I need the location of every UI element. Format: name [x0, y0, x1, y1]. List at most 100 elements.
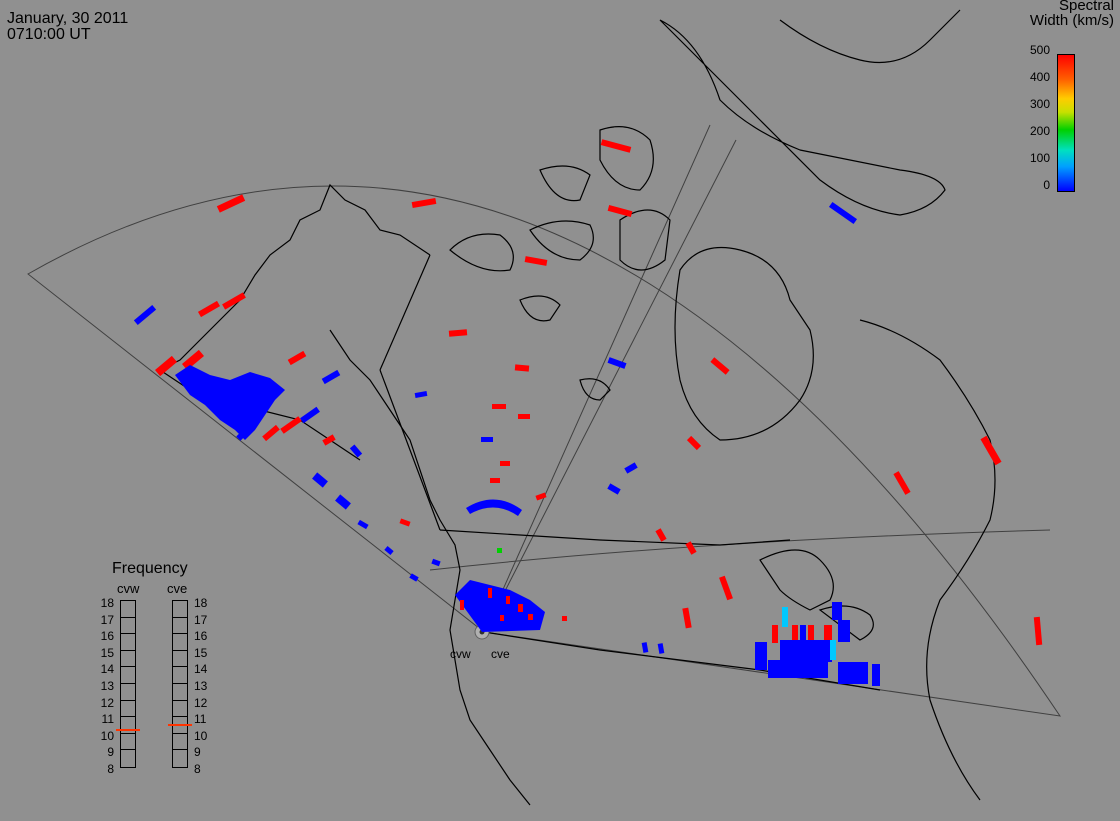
data-cell-cluster: [175, 365, 285, 440]
data-cell: [312, 472, 328, 488]
colorbar: [1057, 54, 1075, 192]
data-cell: [824, 625, 832, 643]
data-cell: [832, 602, 842, 620]
frequency-title: Frequency: [112, 560, 188, 577]
frequency-marker-cve: [168, 723, 192, 726]
frequency-scale-label: 12: [100, 695, 114, 710]
coastlines: [159, 9, 996, 806]
data-cell: [335, 494, 351, 510]
frequency-scale-label: 12: [194, 695, 208, 710]
frequency-scale-label: 17: [194, 612, 208, 627]
site-label-cve: cve: [491, 647, 510, 661]
date-label: January, 30 2011: [7, 10, 129, 27]
data-cell: [641, 642, 649, 653]
colorbar-tick: 200: [1029, 124, 1050, 138]
data-cell: [719, 575, 733, 601]
data-cell-cluster: [455, 580, 545, 632]
data-cell: [399, 518, 411, 527]
data-cell: [133, 304, 157, 326]
frequency-scale-label: 13: [194, 679, 208, 693]
data-cell: [321, 369, 341, 385]
data-cell: [506, 596, 510, 604]
data-cell: [682, 607, 692, 629]
data-cell: [182, 349, 204, 371]
data-cell: [768, 660, 828, 678]
data-cell: [411, 197, 437, 209]
data-cell: [562, 616, 567, 621]
frequency-scale-label: 11: [101, 712, 114, 727]
data-cell: [772, 625, 778, 643]
data-cell: [280, 416, 302, 434]
data-cell: [800, 625, 806, 643]
data-cell: [808, 625, 814, 643]
data-cell: [322, 434, 336, 446]
data-cell: [514, 364, 530, 372]
frequency-scale-label: 9: [194, 745, 201, 760]
colorbar-title-line2: Width (km/s): [1029, 12, 1114, 29]
data-cell: [492, 404, 506, 409]
colorbar-title-line1: Spectral: [1058, 0, 1114, 14]
frequency-scale-label: 16: [194, 629, 208, 644]
data-cell: [624, 462, 638, 474]
data-cell: [600, 139, 632, 153]
data-cell-cluster: [466, 499, 522, 516]
data-cell: [535, 492, 547, 501]
data-cell: [488, 588, 492, 598]
data-cell: [524, 256, 548, 266]
data-cell: [780, 640, 800, 665]
frequency-scale-label: 17: [100, 612, 114, 627]
data-cell: [287, 350, 307, 366]
data-cell: [490, 478, 500, 483]
data-cell: [460, 600, 464, 610]
data-cell: [155, 355, 177, 377]
data-cell: [685, 541, 697, 555]
timestamp: January, 30 2011 0710:00 UT: [7, 11, 128, 43]
frequency-scale-label: 15: [194, 645, 208, 660]
data-cell: [409, 573, 419, 582]
data-cell: [518, 604, 523, 612]
data-cell: [481, 437, 493, 442]
data-cell: [607, 204, 633, 218]
frequency-marker-cvw: [116, 728, 140, 731]
time-label: 0710:00 UT: [7, 26, 91, 43]
data-cell: [528, 614, 533, 620]
data-cell: [782, 607, 788, 627]
frequency-scale-label: 11: [194, 712, 207, 727]
frequency-gauge-cvw: [120, 600, 136, 768]
frequency-scale-label: 8: [194, 762, 201, 776]
data-cell: [448, 329, 468, 337]
colorbar-tick: 100: [1029, 151, 1050, 165]
data-cell: [838, 620, 850, 642]
data-cell: [657, 643, 665, 654]
frequency-scale-label: 8: [107, 762, 114, 776]
data-cell: [820, 640, 832, 662]
data-cell: [655, 528, 667, 542]
data-cell: [607, 357, 627, 369]
colorbar-tick: 500: [1029, 43, 1050, 57]
frequency-radar-label: cve: [167, 581, 188, 596]
frequency-scale-label: 14: [100, 662, 114, 677]
frequency-scale-label: 9: [107, 745, 114, 760]
data-cell: [828, 201, 858, 225]
data-cell: [500, 615, 504, 621]
colorbar-tick: 0: [1043, 178, 1050, 192]
frequency-scale-label: 14: [194, 662, 208, 677]
frequency-gauge-cve: [172, 600, 188, 768]
data-cell: [980, 435, 1002, 466]
field-of-view: [27, 124, 1062, 717]
data-cell: [497, 548, 502, 553]
data-cell: [800, 640, 820, 665]
data-cells: [133, 139, 1043, 686]
data-cell: [431, 558, 441, 567]
data-cell: [222, 292, 246, 310]
data-cell: [710, 357, 730, 375]
data-cell: [300, 406, 320, 424]
data-cell: [414, 390, 428, 399]
data-cell: [197, 300, 221, 318]
data-cell: [792, 625, 798, 643]
colorbar-title: Spectral Width (km/s): [1030, 0, 1114, 28]
frequency-scale-label: 15: [100, 645, 114, 660]
colorbar-tick: 300: [1029, 97, 1050, 111]
data-cell: [349, 444, 363, 458]
